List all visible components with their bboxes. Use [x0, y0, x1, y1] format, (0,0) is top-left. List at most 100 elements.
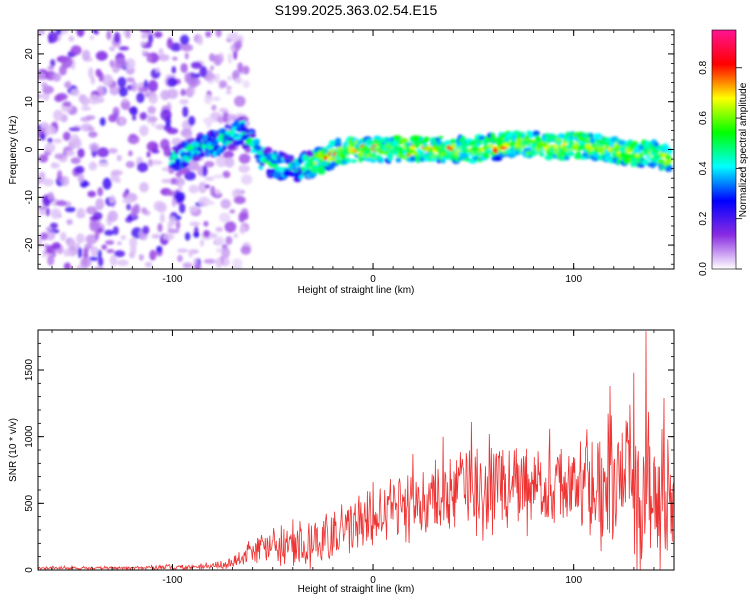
heatmap-cell — [242, 80, 250, 89]
heatmap-cell — [188, 184, 199, 194]
colorbar-tick-label: 0.4 — [698, 161, 709, 175]
heatmap-cell — [109, 195, 116, 204]
heatmap-cell — [222, 153, 233, 158]
heatmap-cell — [379, 156, 384, 164]
heatmap-cell — [212, 96, 221, 102]
heatmap-cell — [205, 31, 212, 38]
heatmap-cell — [53, 138, 63, 144]
heatmap-cell — [89, 220, 100, 232]
heatmap-cell — [198, 196, 211, 207]
heatmap-cell — [38, 72, 46, 80]
heatmap-cell — [151, 233, 161, 239]
heatmap-cell — [240, 174, 253, 185]
heatmap-cell — [163, 233, 175, 241]
heatmap-cell — [148, 159, 154, 167]
heatmap-cell — [225, 89, 232, 95]
heatmap-cell — [177, 248, 189, 253]
heatmap-cell — [141, 207, 148, 215]
heatmap-cell — [95, 198, 105, 211]
heatmap-cell — [126, 77, 135, 83]
heatmap-cell — [97, 187, 104, 197]
heatmap-cell — [225, 236, 233, 245]
heatmap-cell — [132, 115, 137, 121]
heatmap-cell — [184, 72, 192, 84]
heatmap-cell — [113, 31, 121, 44]
heatmap-cell — [66, 219, 73, 225]
heatmap-cell — [76, 233, 85, 244]
heatmap-cell — [438, 135, 443, 140]
heatmap-cell — [323, 155, 328, 161]
heatmap-cell — [387, 154, 393, 161]
heatmap-cell — [156, 245, 163, 253]
y-tick-label: -10 — [24, 190, 35, 205]
heatmap-cell — [92, 211, 103, 221]
heatmap-cell — [61, 175, 70, 187]
heatmap-cell — [109, 46, 116, 52]
heatmap-cell — [189, 221, 201, 227]
heatmap-cell — [166, 127, 179, 135]
heatmap-cell — [369, 156, 378, 163]
heatmap-cell — [55, 93, 68, 101]
heatmap-cell — [65, 150, 76, 157]
heatmap-cell — [76, 242, 80, 249]
heatmap-cell — [47, 65, 55, 70]
heatmap-cell — [141, 49, 147, 55]
snr-ylabel: SNR (10 * v/v) — [8, 418, 19, 482]
snr-y-ticks: 0 500 1000 1500 — [24, 358, 674, 573]
heatmap-cell — [234, 95, 246, 107]
colorbar-label: Normalized spectral amplitude — [738, 82, 749, 217]
heatmap-cell — [213, 174, 224, 179]
heatmap-cell — [47, 31, 59, 43]
heatmap-cell — [109, 254, 118, 267]
heatmap-cell — [106, 30, 112, 41]
heatmap-cell — [512, 130, 521, 136]
heatmap-cell — [214, 73, 220, 84]
x-tick-label: 0 — [370, 575, 376, 586]
heatmap-cell — [204, 94, 213, 105]
heatmap-cell — [147, 105, 156, 114]
heatmap-cell — [167, 228, 180, 234]
heatmap-cell — [97, 147, 109, 158]
heatmap-cell — [72, 137, 82, 149]
snr-x-ticks: -100 0 100 — [162, 330, 582, 586]
heatmap-cell — [118, 86, 128, 97]
heatmap-cell — [119, 117, 124, 125]
heatmap-cell — [218, 148, 225, 154]
heatmap-cell — [86, 206, 98, 215]
heatmap-cell — [55, 200, 67, 207]
heatmap-cell — [47, 191, 54, 201]
heatmap-cell — [171, 66, 177, 74]
heatmap-cell — [172, 56, 178, 61]
heatmap-cell — [454, 154, 461, 162]
colorbar-fill — [712, 30, 736, 269]
heatmap-cell — [154, 31, 163, 38]
heatmap-cell — [87, 190, 96, 198]
heatmap-cell — [199, 239, 205, 247]
heatmap-cell — [76, 30, 85, 37]
heatmap-cell — [157, 223, 163, 233]
heatmap-cell — [129, 237, 138, 248]
heatmap-cell — [42, 91, 50, 101]
heatmap-cell — [120, 235, 127, 240]
heatmap-cell — [229, 209, 236, 214]
y-tick-label: 20 — [24, 48, 35, 60]
x-tick-label: 100 — [565, 575, 582, 586]
heatmap-cell — [115, 177, 121, 184]
heatmap-cell — [188, 205, 199, 213]
heatmap-cell — [219, 212, 231, 223]
heatmap-cell — [126, 203, 131, 211]
heatmap-cell — [205, 117, 212, 129]
colorbar-frame — [711, 29, 737, 270]
heatmap-cell — [219, 80, 228, 88]
heatmap-cell — [529, 151, 538, 156]
heatmap-cell — [95, 68, 102, 77]
heatmap-cell — [206, 137, 212, 143]
heatmap-cell — [127, 150, 133, 157]
heatmap-cell — [122, 198, 134, 204]
y-tick-label: 500 — [24, 495, 35, 512]
heatmap-cell — [181, 160, 190, 168]
heatmap-cell — [334, 137, 342, 145]
heatmap-cell — [114, 250, 126, 258]
heatmap-cell — [76, 207, 86, 219]
heatmap-cell — [666, 165, 673, 172]
